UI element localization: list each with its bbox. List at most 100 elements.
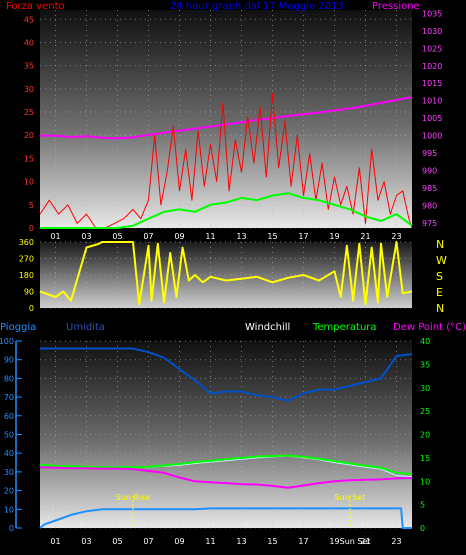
- compass-n-bottom: N: [436, 302, 444, 315]
- compass-e: E: [436, 286, 443, 299]
- wind-tick-label: 0: [29, 224, 34, 233]
- temperature-tick-label: 0: [420, 524, 425, 533]
- wind-line: [39, 93, 413, 229]
- wind-pressure-panel: Forza vento 24 hour graph dal 17 Maggio …: [6, 1, 442, 241]
- pressure-tick-label: 975: [422, 219, 437, 228]
- compass-w: W: [436, 254, 447, 267]
- rain-line: [39, 507, 412, 529]
- hour-tick-label: 05: [112, 232, 122, 241]
- hour-tick-label: 03: [81, 537, 91, 546]
- wind-tick-label: 45: [24, 15, 34, 24]
- wind-tick-label: 20: [24, 131, 34, 140]
- humidity-tick-label: 10: [4, 505, 14, 514]
- hour-tick-label: 15: [267, 232, 277, 241]
- temperature-tick-label: 40: [420, 337, 430, 346]
- compass-labels: N W S E N: [436, 238, 447, 315]
- wind-direction-panel: 0 90 180 270 360 N W S E N: [19, 238, 447, 315]
- pressure-axis-ticks: 975 980 985 990 995 1000 1005 1010 1015 1020 1025 1…: [422, 9, 442, 227]
- panel1-background: [40, 10, 412, 228]
- dewpoint-label: Dew Point (°C): [393, 322, 466, 333]
- sun-annotation-label: Sun Rise: [116, 493, 151, 502]
- humidity-tick-label: 20: [4, 487, 14, 496]
- wind-axis-ticks: 0 5 10 15 20 25 30 35 40 45: [24, 15, 34, 233]
- pressure-line: [40, 96, 413, 140]
- temperature-humidity-panel: Pioggia Umidita Windchill Temperatura De…: [0, 322, 466, 546]
- hour-tick-label: 19: [329, 537, 339, 546]
- hour-tick-label: 23: [391, 537, 401, 546]
- temperature-axis-ticks: 0 5 10 15 20 25 30 35 40: [420, 337, 430, 533]
- hour-tick-label: 17: [298, 537, 308, 546]
- humidity-tick-label: 0: [9, 524, 14, 533]
- pressure-tick-label: 1005: [422, 114, 442, 123]
- hour-tick-label: 01: [50, 232, 60, 241]
- panel3-hour-ticks: 01 03 05 07 09 11 13 15 17 19 21 23: [50, 537, 401, 546]
- humidity-label: Umidita: [66, 322, 105, 333]
- direction-tick-label: 360: [19, 238, 34, 247]
- humidity-tick-label: 30: [4, 468, 14, 477]
- hour-tick-label: 21: [360, 232, 370, 241]
- sun-annotation-label: Sun Set: [335, 493, 366, 502]
- hour-tick-label: 15: [267, 537, 277, 546]
- pressure-tick-label: 995: [422, 149, 437, 158]
- humidity-tick-label: 90: [4, 356, 14, 365]
- humidity-tick-label: 60: [4, 412, 14, 421]
- wind-axis-label: Forza vento: [6, 1, 65, 12]
- wind-tick-label: 35: [24, 62, 34, 71]
- pressure-tick-label: 990: [422, 166, 437, 175]
- humidity-axis-ticks: 0 10 20 30 40 50 60 70 80 90 100: [0, 337, 22, 533]
- direction-axis-ticks: 0 90 180 270 360: [19, 238, 34, 313]
- windchill-label: Windchill: [245, 322, 290, 333]
- wind-tick-label: 30: [24, 85, 34, 94]
- pressure-tick-label: 1000: [422, 132, 442, 141]
- pressure-tick-label: 985: [422, 184, 437, 193]
- panel3-grid: [40, 340, 412, 529]
- direction-tick-label: 180: [19, 271, 34, 280]
- direction-line: [39, 241, 413, 306]
- pressure-axis-label: Pressione: [372, 1, 420, 12]
- pressure-tick-label: 1030: [422, 27, 442, 36]
- hour-tick-label: 11: [205, 537, 215, 546]
- hour-tick-label: 05: [112, 537, 122, 546]
- humidity-line: [40, 347, 413, 402]
- sun-annotation-label: Sun Set: [340, 537, 371, 546]
- temperature-tick-label: 30: [420, 384, 430, 393]
- panel1-series: [39, 93, 413, 229]
- hour-tick-label: 09: [174, 232, 184, 241]
- windAvg-line: [40, 192, 413, 229]
- wind-tick-label: 5: [29, 201, 34, 210]
- wind-tick-label: 25: [24, 108, 34, 117]
- temperature-line: [39, 454, 413, 476]
- hour-tick-label: 17: [298, 232, 308, 241]
- humidity-tick-label: 50: [4, 431, 14, 440]
- hour-tick-label: 03: [81, 232, 91, 241]
- hour-tick-label: 01: [50, 537, 60, 546]
- hour-tick-label: 21: [360, 537, 370, 546]
- wind-tick-label: 10: [24, 178, 34, 187]
- wind-tick-label: 15: [24, 154, 34, 163]
- pressure-tick-label: 1025: [422, 44, 442, 53]
- temperature-label: Temperatura: [312, 322, 377, 333]
- humidity-tick-label: 100: [0, 337, 14, 346]
- hour-tick-label: 09: [174, 537, 184, 546]
- panel1-hour-ticks: 01 03 05 07 09 11 13 15 17 19 21 23: [50, 232, 401, 241]
- pressure-tick-label: 1010: [422, 97, 442, 106]
- temperature-tick-label: 20: [420, 431, 430, 440]
- temperature-tick-label: 15: [420, 454, 430, 463]
- direction-tick-label: 90: [24, 288, 34, 297]
- humidity-tick-label: 70: [4, 393, 14, 402]
- panel1-grid: [40, 10, 412, 229]
- hour-tick-label: 19: [329, 232, 339, 241]
- hour-tick-label: 23: [391, 232, 401, 241]
- humidity-tick-label: 80: [4, 374, 14, 383]
- graph-title: 24 hour graph dal 17 Maggio 2013: [170, 1, 344, 12]
- temperature-tick-label: 5: [420, 501, 425, 510]
- sun-annotations: Sun Rise Sun Set Sun Set: [116, 493, 371, 546]
- compass-n-top: N: [436, 238, 444, 251]
- temperature-tick-label: 35: [420, 360, 430, 369]
- pressure-tick-label: 980: [422, 201, 437, 210]
- hour-tick-label: 11: [205, 232, 215, 241]
- hour-tick-label: 13: [236, 232, 246, 241]
- hour-tick-label: 07: [143, 537, 153, 546]
- compass-s: S: [436, 270, 443, 283]
